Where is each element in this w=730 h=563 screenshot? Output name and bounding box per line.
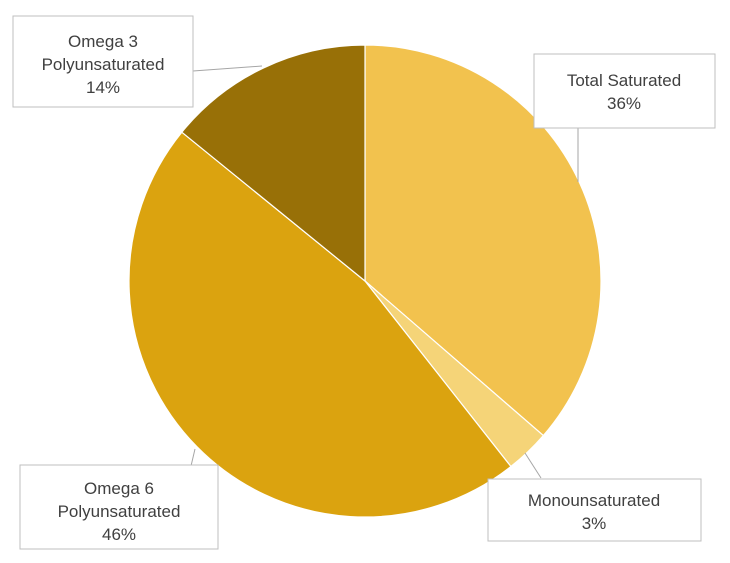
leader-line-omega-6-polyunsaturated — [190, 448, 196, 467]
data-label-category: Polyunsaturated — [58, 502, 181, 521]
data-label-omega-3-polyunsaturated: Omega 3 Polyunsaturated 14% — [12, 15, 194, 108]
data-label-monounsaturated: Monounsaturated 3% — [487, 478, 702, 542]
data-label-category: Omega 3 — [68, 32, 138, 51]
pie-slice-omega-6-polyunsaturated — [128, 131, 512, 518]
data-label-omega-6-polyunsaturated: Omega 6 Polyunsaturated 46% — [19, 464, 219, 550]
data-label-value: 46% — [102, 525, 136, 544]
data-label-box — [487, 478, 702, 542]
data-label-category: Monounsaturated — [528, 491, 660, 510]
data-label-category: Omega 6 — [84, 479, 154, 498]
slices-layer — [128, 44, 602, 518]
data-label-category: Total Saturated — [567, 71, 681, 90]
data-label-total-saturated: Total Saturated 36% — [533, 53, 716, 129]
leader-line-omega-3-polyunsaturated — [192, 65, 263, 72]
data-label-value: 3% — [582, 514, 607, 533]
pie-slice-total-saturated — [364, 44, 602, 437]
data-label-box — [12, 15, 194, 108]
pie-slice-omega-3-polyunsaturated — [180, 44, 366, 283]
data-label-box — [19, 464, 219, 550]
leader-line-monounsaturated — [524, 452, 542, 479]
data-label-category: Polyunsaturated — [42, 55, 165, 74]
data-label-value: 14% — [86, 78, 120, 97]
leader-lines-layer — [190, 65, 579, 479]
data-label-value: 36% — [607, 94, 641, 113]
data-label-box — [533, 53, 716, 129]
data-labels-layer: Total Saturated 36% Monounsaturated 3% Omega… — [12, 15, 716, 550]
